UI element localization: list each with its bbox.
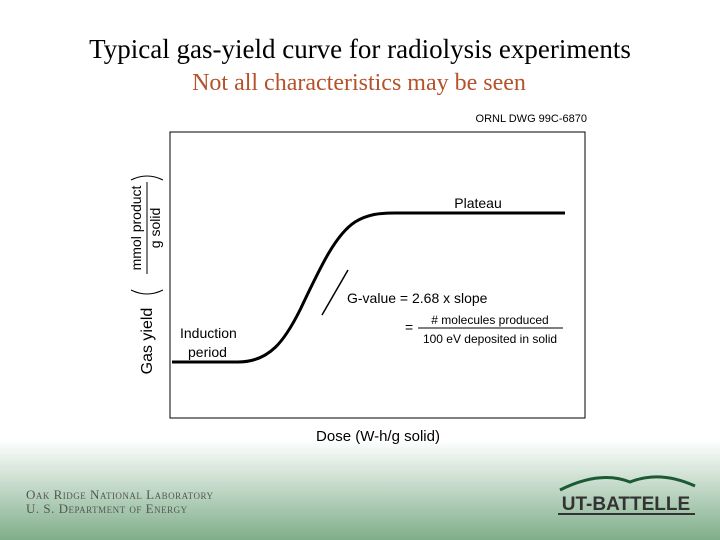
numerator: # molecules produced [431, 313, 548, 327]
denominator: 100 eV deposited in solid [423, 332, 557, 346]
induction-label: period [188, 344, 227, 360]
drawing-id: ORNL DWG 99C-6870 [476, 113, 587, 125]
title: Typical gas-yield curve for radiolysis e… [89, 34, 631, 64]
y-unit-denominator: g solid [147, 208, 163, 248]
footer-lab: Oak Ridge National Laboratory [26, 487, 213, 502]
footer-doe: U. S. Department of Energy [26, 501, 188, 516]
logo-text: UT-BATTELLE [562, 494, 690, 515]
footer-band [0, 440, 720, 540]
slope-line [321, 269, 349, 316]
y-unit-numerator: mmol product [128, 185, 144, 270]
plot-frame [169, 131, 586, 419]
plateau-label: Plateau [454, 195, 501, 211]
induction-label: Induction [180, 325, 237, 341]
equals: = [405, 319, 413, 335]
g-value: G-value = 2.68 x slope [347, 290, 488, 306]
yield-curve [172, 211, 565, 364]
y-label: Gas yield [139, 308, 156, 375]
logo-mountains [559, 475, 696, 492]
subtitle: Not all characteristics may be seen [192, 70, 526, 96]
paren [130, 175, 164, 295]
x-label: Dose (W-h/g solid) [316, 428, 440, 445]
